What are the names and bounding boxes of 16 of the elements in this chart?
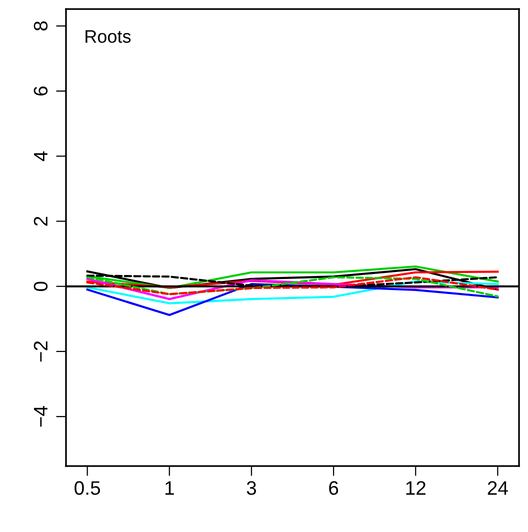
x-tick-label: 24 (488, 481, 508, 495)
x-tick-label: 1 (165, 481, 174, 495)
y-tick-label: −4 (34, 406, 48, 427)
x-tick-label: 3 (246, 481, 256, 495)
line-series (86, 283, 499, 316)
y-tick-label: 2 (34, 216, 48, 226)
annotation: Roots (86, 30, 131, 43)
y-tick-label: 6 (34, 86, 48, 96)
y-tick-label: 0 (34, 282, 48, 292)
x-tick-label: 6 (329, 481, 338, 495)
y-tick-label: −2 (34, 341, 48, 362)
y-tick-label: 4 (34, 151, 48, 162)
line-series (86, 280, 499, 304)
x-tick-label: 12 (406, 481, 426, 495)
x-tick-label: 0.5 (74, 481, 100, 495)
y-tick-label: 8 (34, 21, 48, 31)
